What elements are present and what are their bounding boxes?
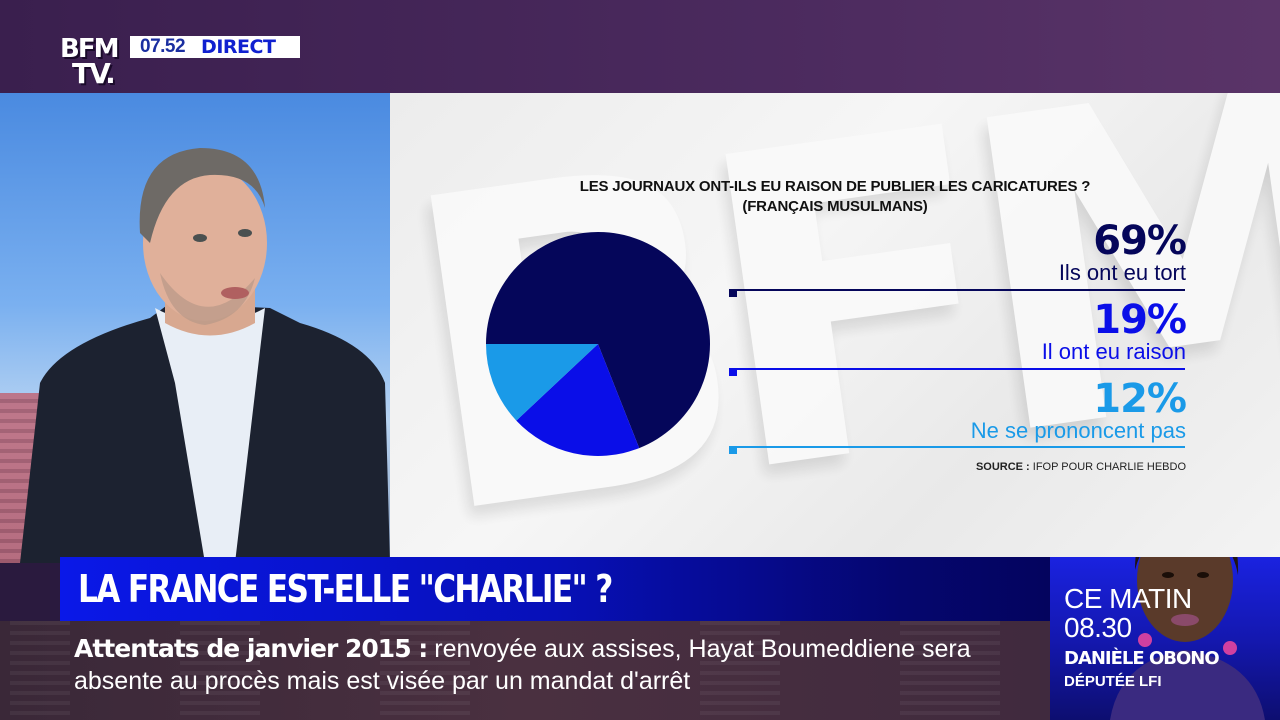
logo-line2: TV. [72, 57, 116, 90]
promo-time: 08.30 [1064, 612, 1132, 643]
legend-rule-neutre [729, 446, 1185, 448]
poll-question: LES JOURNAUX ONT-ILS EU RAISON DE PUBLIE… [390, 177, 1280, 217]
building-deco [700, 621, 780, 720]
legend-pct-tort: 69% [1093, 218, 1187, 264]
presenter-figure [20, 148, 390, 563]
legend-rule-raison [729, 368, 1185, 370]
source-value: IFOP POUR CHARLIE HEBDO [1032, 461, 1186, 473]
legend-pct-raison: 19% [1093, 297, 1187, 343]
legend-marker-raison [729, 368, 737, 376]
building-deco [900, 621, 1000, 720]
ticker-keyword: Attentats de janvier 2015 : [74, 634, 428, 663]
upcoming-guest-promo: CE MATIN 08.30 DANIÈLE OBONO DÉPUTÉE LFI [1050, 557, 1280, 720]
pie-slice-neutre [486, 344, 598, 421]
ticker-background [0, 621, 1050, 720]
legend-item-neutre: 12% Ne se prononcent pas [970, 376, 1187, 443]
logo-line1: BFM [60, 34, 119, 64]
guest-name: DANIÈLE OBONO [1064, 648, 1220, 669]
headline-banner: LA FRANCE EST-ELLE "CHARLIE" ? [60, 557, 1050, 621]
poll-question-line1: LES JOURNAUX ONT-ILS EU RAISON DE PUBLIE… [579, 178, 1091, 195]
legend-item-tort: 69% Ils ont eu tort [1058, 218, 1187, 285]
clock-time: 07.52 [140, 36, 186, 57]
legend-marker-neutre [729, 446, 737, 454]
poll-question-line2: (FRANÇAIS MUSULMANS) [742, 198, 928, 215]
legend-item-raison: 19% Il ont eu raison [1041, 297, 1187, 364]
building-deco [180, 621, 260, 720]
live-clock: 07.52 DIRECT [130, 36, 300, 58]
pie-chart [486, 231, 710, 456]
poll-source: SOURCE : IFOP POUR CHARLIE HEBDO [976, 461, 1186, 473]
headline-text: LA FRANCE EST-ELLE "CHARLIE" ? [78, 567, 613, 611]
legend-pct-neutre: 12% [1093, 376, 1187, 422]
studio-camera-feed [0, 93, 390, 563]
guest-role: DÉPUTÉE LFI [1064, 673, 1162, 690]
legend-marker-tort [729, 289, 737, 297]
poll-graphic: BFM LES JOURNAUX ONT-ILS EU RAISON DE PU… [390, 93, 1280, 557]
news-ticker: Attentats de janvier 2015 : renvoyée aux… [74, 633, 1034, 697]
pie-slice-tort [486, 231, 710, 449]
legend-label-raison: Il ont eu raison [1041, 339, 1186, 364]
guest-photo [1110, 557, 1265, 720]
ticker-text: renvoyée aux assises, Hayat Boumeddiene … [74, 635, 971, 695]
top-bar: BFM TV. 07.52 DIRECT [0, 0, 1280, 93]
live-badge: DIRECT [201, 36, 276, 58]
building-deco [380, 621, 470, 720]
source-label: SOURCE : [975, 461, 1030, 473]
legend-label-tort: Ils ont eu tort [1058, 260, 1186, 285]
pie-slice-raison [516, 344, 640, 456]
bfmtv-logo: BFM TV. [60, 36, 122, 90]
legend-rule-tort [729, 289, 1185, 291]
legend-label-neutre: Ne se prononcent pas [970, 418, 1186, 443]
promo-when: CE MATIN [1064, 583, 1192, 614]
building-deco [10, 621, 70, 720]
